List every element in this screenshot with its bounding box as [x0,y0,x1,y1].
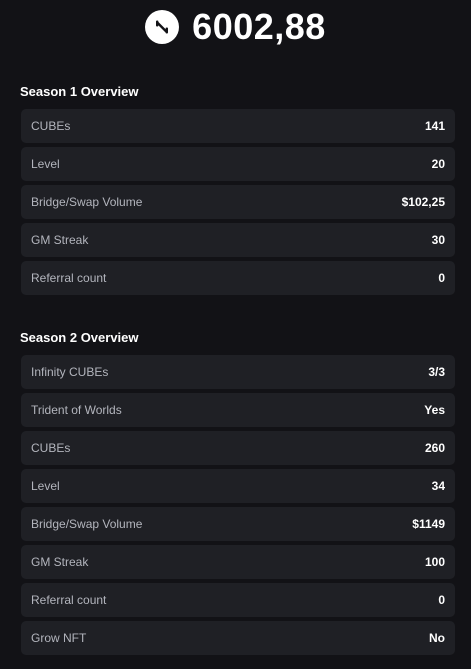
row-value: No [429,631,445,645]
season-2-row-level: Level 34 [21,469,455,503]
season-2-row-bridge-swap-volume: Bridge/Swap Volume $1149 [21,507,455,541]
season-1-row-cubes: CUBEs 141 [21,109,455,143]
season-2-list: Infinity CUBEs 3/3 Trident of Worlds Yes… [21,355,455,659]
row-value: $1149 [412,517,445,531]
row-value: Yes [424,403,445,417]
season-2-row-grow-nft: Grow NFT No [21,621,455,655]
row-label: GM Streak [31,555,89,569]
row-label: Trident of Worlds [31,403,122,417]
network-logo-icon [145,10,180,44]
row-value: 3/3 [428,365,445,379]
row-label: Level [31,479,60,493]
row-label: Referral count [31,271,107,285]
row-value: 30 [431,233,445,247]
row-value: 260 [424,441,445,455]
season-1-row-gm-streak: GM Streak 30 [21,223,455,257]
season-2-row-referral-count: Referral count 0 [21,583,455,617]
season-1-list: CUBEs 141 Level 20 Bridge/Swap Volume $1… [21,109,455,299]
row-value: 0 [438,271,445,285]
row-label: Bridge/Swap Volume [31,517,143,531]
balance-header: 6002,88 [0,6,471,48]
row-value: 20 [431,157,445,171]
season-1-row-bridge-swap-volume: Bridge/Swap Volume $102,25 [21,185,455,219]
season-2-title: Season 2 Overview [20,330,139,345]
row-label: Level [31,157,60,171]
row-label: Grow NFT [31,631,87,645]
season-2-row-trident-of-worlds: Trident of Worlds Yes [21,393,455,427]
season-1-row-referral-count: Referral count 0 [21,261,455,295]
row-label: Infinity CUBEs [31,365,109,379]
row-label: Bridge/Swap Volume [31,195,143,209]
total-balance: 6002,88 [192,6,326,47]
row-label: CUBEs [31,441,71,455]
row-label: Referral count [31,593,107,607]
season-2-row-cubes: CUBEs 260 [21,431,455,465]
row-value: $102,25 [401,195,445,209]
season-1-title: Season 1 Overview [20,84,139,99]
row-value: 34 [431,479,445,493]
row-label: CUBEs [31,119,71,133]
row-value: 141 [424,119,445,133]
season-2-row-infinity-cubes: Infinity CUBEs 3/3 [21,355,455,389]
row-label: GM Streak [31,233,89,247]
season-2-row-gm-streak: GM Streak 100 [21,545,455,579]
row-value: 0 [438,593,445,607]
season-1-row-level: Level 20 [21,147,455,181]
row-value: 100 [424,555,445,569]
